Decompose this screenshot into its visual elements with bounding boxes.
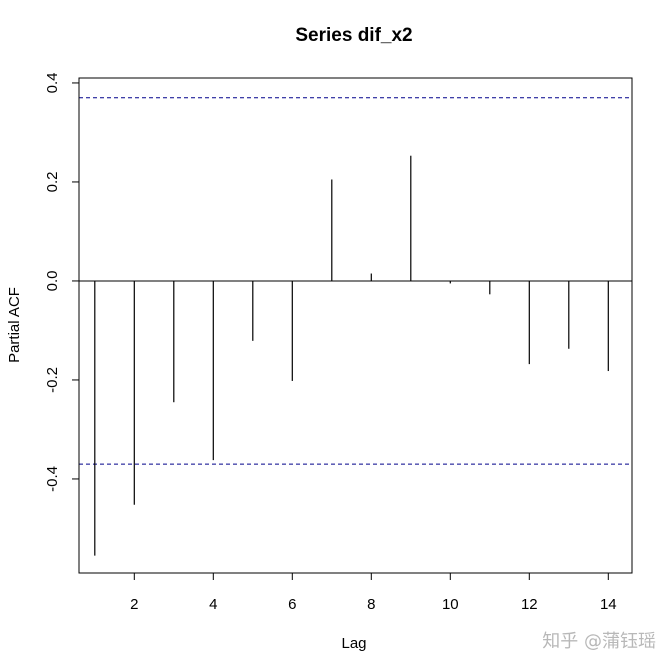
y-tick-label: -0.4 bbox=[44, 466, 61, 492]
x-tick-label: 12 bbox=[521, 596, 538, 613]
x-tick-label: 14 bbox=[600, 596, 617, 613]
watermark-text: 知乎 @蒲钰瑶 bbox=[542, 631, 656, 652]
x-tick-label: 6 bbox=[288, 596, 296, 613]
x-tick-label: 4 bbox=[209, 596, 217, 613]
x-axis-label: Lag bbox=[341, 635, 366, 652]
y-tick-label: 0.0 bbox=[44, 271, 61, 292]
x-tick-label: 8 bbox=[367, 596, 375, 613]
plot-area: 2 4 6 8 10 12 14 -0.4 -0.2 0.0 0.2 0.4 bbox=[44, 73, 633, 613]
x-tick-label: 2 bbox=[130, 596, 138, 613]
chart-title: Series dif_x2 bbox=[295, 25, 412, 46]
plot-frame bbox=[78, 77, 633, 574]
x-tick-label: 10 bbox=[442, 596, 459, 613]
y-tick-label: 0.4 bbox=[44, 73, 61, 94]
y-tick-label: 0.2 bbox=[44, 172, 61, 193]
y-tick-label: -0.2 bbox=[44, 367, 61, 393]
y-axis-label: Partial ACF bbox=[6, 287, 23, 363]
